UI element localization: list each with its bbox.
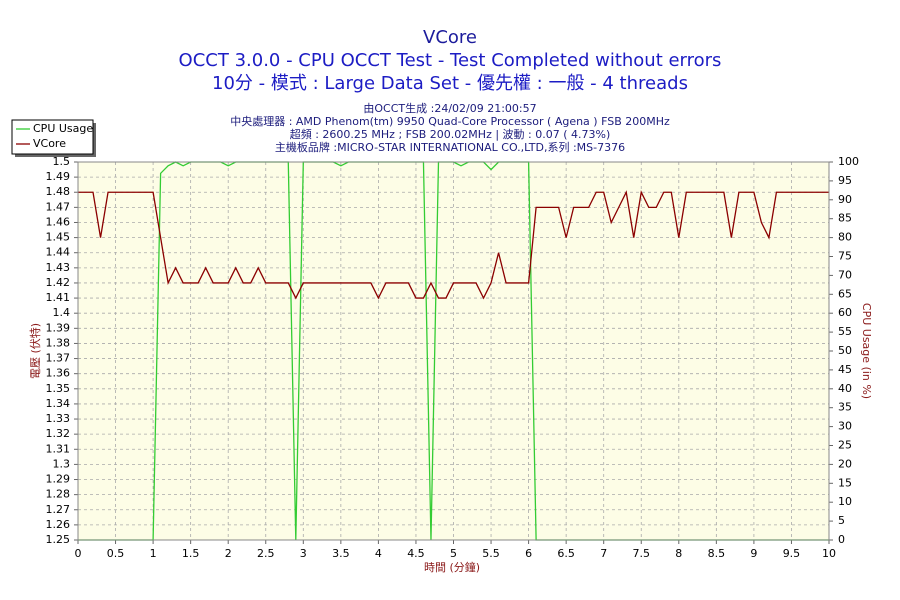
y2-tick-label: 40 (838, 382, 852, 395)
x-tick-label: 3 (300, 547, 307, 560)
y-tick-label: 1.33 (46, 412, 71, 425)
x-tick-label: 6 (525, 547, 532, 560)
y-tick-label: 1.4 (53, 306, 71, 319)
y2-tick-label: 10 (838, 495, 852, 508)
y-tick-label: 1.48 (46, 185, 71, 198)
y-tick-label: 1.49 (46, 170, 71, 183)
x-tick-label: 4.5 (407, 547, 425, 560)
legend: CPU Usage VCore (11, 119, 96, 157)
y-tick-label: 1.47 (46, 200, 71, 213)
x-tick-label: 0.5 (107, 547, 125, 560)
y2-tick-label: 70 (838, 268, 852, 281)
x-tick-label: 2.5 (257, 547, 275, 560)
y2-tick-label: 65 (838, 287, 852, 300)
info-line: 由OCCT生成 :24/02/09 21:00:57 (363, 101, 536, 115)
info-line: 中央處理器 : AMD Phenom(tm) 9950 Quad-Core Pr… (230, 114, 670, 128)
y2-tick-label: 0 (838, 533, 845, 546)
y-tick-label: 1.42 (46, 276, 71, 289)
y-tick-label: 1.25 (46, 533, 71, 546)
info-line: 主機板品牌 :MICRO-STAR INTERNATIONAL CO.,LTD,… (275, 140, 625, 154)
y2-tick-label: 85 (838, 212, 852, 225)
y-tick-label: 1.46 (46, 215, 71, 228)
info-line: 超頻 : 2600.25 MHz ; FSB 200.02MHz | 波動 : … (290, 127, 611, 141)
legend-label: VCore (33, 137, 66, 150)
legend-box (11, 119, 94, 155)
chart-title: VCore (423, 27, 477, 48)
y-tick-label: 1.27 (46, 503, 71, 516)
y2-tick-label: 20 (838, 457, 852, 470)
y-tick-label: 1.26 (46, 518, 71, 531)
y2-tick-label: 45 (838, 363, 852, 376)
y2-tick-label: 25 (838, 439, 852, 452)
chart-subtitle: 10分 - 模式 : Large Data Set - 優先權 : 一般 - 4… (212, 73, 688, 94)
x-tick-label: 9.5 (783, 547, 801, 560)
x-tick-label: 6.5 (557, 547, 575, 560)
y-tick-label: 1.43 (46, 261, 71, 274)
x-tick-label: 1 (150, 547, 157, 560)
x-tick-label: 2 (225, 547, 232, 560)
y2-tick-label: 30 (838, 420, 852, 433)
x-tick-label: 5 (450, 547, 457, 560)
x-axis-title: 時間 (分鐘) (424, 560, 480, 574)
y-axis-title: 電壓 (伏特) (28, 323, 42, 379)
y2-axis-title: CPU Usage (in %) (860, 303, 873, 399)
y2-tick-label: 60 (838, 306, 852, 319)
y2-tick-label: 5 (838, 514, 845, 527)
x-tick-label: 8.5 (708, 547, 726, 560)
x-tick-label: 9 (750, 547, 757, 560)
y-tick-label: 1.41 (46, 291, 71, 304)
x-tick-label: 8 (675, 547, 682, 560)
y-tick-label: 1.5 (53, 155, 71, 168)
x-tick-label: 1.5 (182, 547, 200, 560)
y-tick-label: 1.28 (46, 488, 71, 501)
x-tick-label: 7.5 (633, 547, 651, 560)
chart-subtitle: OCCT 3.0.0 - CPU OCCT Test - Test Comple… (179, 50, 722, 71)
y-tick-label: 1.34 (46, 397, 71, 410)
y2-tick-label: 75 (838, 250, 852, 263)
y-tick-label: 1.45 (46, 231, 71, 244)
x-tick-label: 4 (375, 547, 382, 560)
y-tick-label: 1.37 (46, 352, 71, 365)
legend-label: CPU Usage (33, 122, 93, 135)
y-tick-label: 1.35 (46, 382, 71, 395)
y2-tick-label: 35 (838, 401, 852, 414)
y2-tick-label: 50 (838, 344, 852, 357)
y-tick-label: 1.32 (46, 427, 71, 440)
x-tick-label: 5.5 (482, 547, 500, 560)
plot-frame (77, 161, 830, 541)
x-tick-label: 0 (75, 547, 82, 560)
x-tick-label: 7 (600, 547, 607, 560)
y-tick-label: 1.3 (53, 457, 71, 470)
x-tick-label: 3.5 (332, 547, 350, 560)
y2-tick-label: 55 (838, 325, 852, 338)
y-tick-label: 1.39 (46, 321, 71, 334)
y-tick-label: 1.36 (46, 367, 71, 380)
y-tick-label: 1.44 (46, 246, 71, 259)
y-tick-label: 1.38 (46, 336, 71, 349)
y-tick-label: 1.29 (46, 473, 71, 486)
x-tick-label: 10 (822, 547, 836, 560)
y2-tick-label: 15 (838, 476, 852, 489)
y2-tick-label: 80 (838, 231, 852, 244)
data-line (78, 190, 829, 300)
y2-tick-label: 100 (838, 155, 859, 168)
y-tick-label: 1.31 (46, 442, 71, 455)
y2-tick-label: 90 (838, 193, 852, 206)
y2-tick-label: 95 (838, 174, 852, 187)
